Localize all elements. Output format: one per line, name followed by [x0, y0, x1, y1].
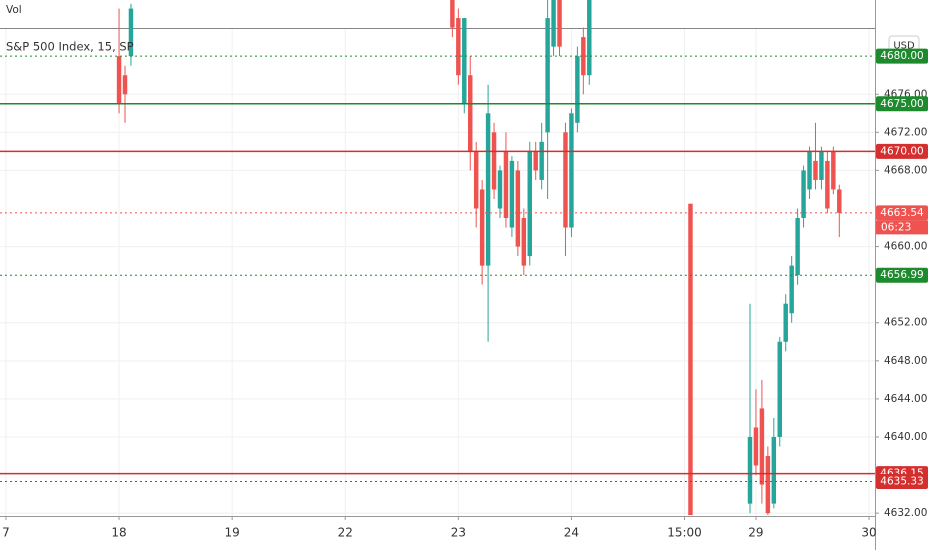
candle-body	[813, 160, 818, 180]
x-tick-label: 7	[2, 526, 10, 540]
candle-body	[575, 56, 580, 123]
price-label-box	[876, 473, 928, 489]
candle-body	[581, 37, 586, 76]
candle-body	[521, 218, 527, 266]
candle-body	[485, 113, 491, 266]
candle-body	[456, 18, 461, 76]
candle-body	[551, 0, 556, 47]
x-tick-label: 22	[338, 526, 353, 540]
x-tick-label: 24	[564, 526, 579, 540]
candle-body	[765, 456, 771, 514]
candle-body	[747, 436, 753, 504]
x-tick-label: 29	[748, 526, 763, 540]
candle-body	[509, 160, 515, 228]
candle-body	[128, 8, 134, 57]
candle-body	[688, 203, 693, 516]
candle-body	[753, 427, 759, 466]
candle-body	[462, 18, 467, 104]
price-label-box	[876, 267, 928, 283]
price-label-box	[876, 205, 928, 221]
candle-body	[825, 160, 830, 209]
candle-body	[539, 141, 544, 180]
y-tick-label: 4652.00	[884, 317, 927, 329]
candle-body	[819, 151, 824, 180]
y-tick-label: 4632.00	[884, 507, 927, 519]
candle-body	[831, 151, 836, 190]
candle-body	[771, 436, 777, 504]
candle-body	[807, 151, 812, 190]
candle-body	[569, 113, 574, 228]
candle-body	[116, 56, 122, 104]
price-label: 4675.00	[880, 98, 923, 110]
volume-label: Vol	[6, 4, 22, 16]
chart-title: S&P 500 Index, 15, SP	[6, 40, 134, 54]
candle-body	[783, 303, 788, 342]
candle-body	[473, 151, 479, 209]
y-tick-label: 4644.00	[884, 393, 927, 405]
price-label-box	[876, 143, 928, 159]
price-label: 4635.33	[880, 475, 923, 487]
candle-body	[557, 0, 562, 47]
candle-body	[479, 189, 485, 266]
price-label: 4670.00	[880, 145, 923, 157]
candle-body	[503, 151, 509, 219]
candle-body	[795, 218, 800, 276]
candle-body	[515, 170, 521, 247]
candle-body	[777, 341, 782, 437]
y-tick-label: 4668.00	[884, 164, 927, 176]
price-label-box	[876, 96, 928, 112]
candle-body	[468, 75, 473, 152]
price-label-box	[876, 48, 928, 64]
candle-body	[837, 189, 842, 213]
candle-body	[533, 151, 538, 171]
y-tick-label: 4640.00	[884, 431, 927, 443]
candle-body	[545, 18, 550, 133]
x-tick-label: 15:00	[667, 526, 702, 540]
candle-body	[527, 151, 532, 257]
price-label: 4663.54	[880, 207, 924, 219]
candle-body	[497, 170, 503, 209]
x-tick-label: 30	[861, 526, 876, 540]
candle-body	[563, 132, 568, 228]
price-label: 4656.99	[880, 269, 923, 281]
candle-body	[789, 265, 794, 314]
candle-body	[759, 408, 765, 485]
x-tick-label: 19	[225, 526, 240, 540]
price-label: 4680.00	[880, 50, 923, 62]
candle-body	[122, 75, 128, 95]
candle-body	[491, 132, 497, 190]
y-tick-label: 4660.00	[884, 241, 927, 253]
y-tick-label: 4672.00	[884, 126, 927, 138]
candle-body	[450, 0, 455, 28]
countdown-box	[876, 220, 928, 235]
countdown: 06:23	[881, 221, 911, 233]
candle-body	[801, 170, 806, 219]
candle-body	[587, 0, 592, 76]
x-tick-label: 18	[111, 526, 126, 540]
y-tick-label: 4648.00	[884, 355, 927, 367]
x-tick-label: 23	[451, 526, 466, 540]
currency[interactable]: USD	[893, 41, 915, 52]
